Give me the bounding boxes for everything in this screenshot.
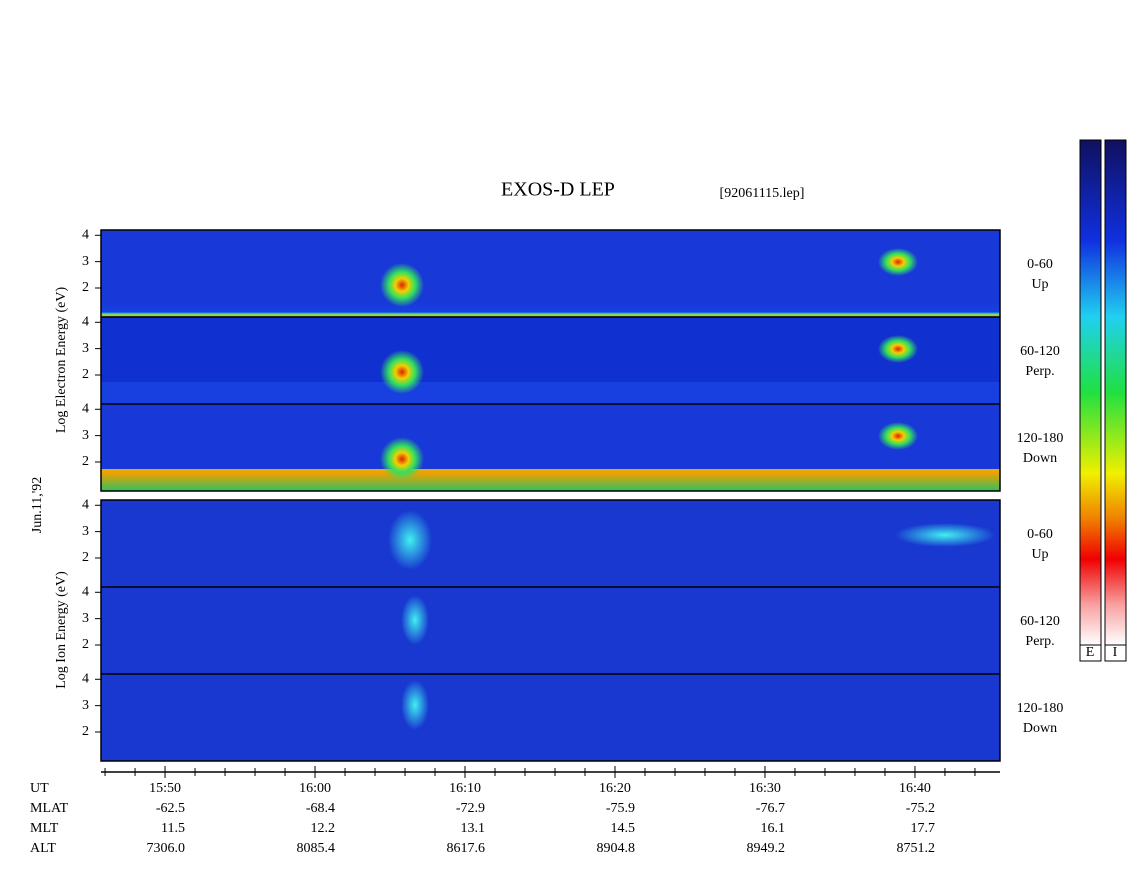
orbit-value: 8949.2 bbox=[746, 841, 785, 856]
x-tick-label: 16:20 bbox=[599, 781, 631, 796]
y-tick-label: 4 bbox=[82, 227, 89, 242]
orbit-value: 17.7 bbox=[910, 821, 935, 836]
y-tick-label: 2 bbox=[82, 724, 89, 739]
colorbar bbox=[1079, 139, 1102, 646]
spectrogram-fill bbox=[878, 248, 918, 276]
colorbar-label: E bbox=[1086, 645, 1095, 660]
y-tick-label: 2 bbox=[82, 454, 89, 469]
spectrogram-fill bbox=[401, 595, 429, 645]
spectrogram-fill bbox=[895, 523, 995, 547]
y-tick-label: 2 bbox=[82, 637, 89, 652]
panel-direction: Perp. bbox=[1025, 364, 1054, 379]
x-tick-label: 16:40 bbox=[899, 781, 931, 796]
frame bbox=[100, 499, 1001, 762]
panel-angle: 120-180 bbox=[1017, 701, 1064, 716]
orbit-value: -75.2 bbox=[906, 801, 935, 816]
y-tick-label: 4 bbox=[82, 584, 89, 599]
orbit-value: -76.7 bbox=[756, 801, 785, 816]
y-tick-label: 3 bbox=[82, 254, 89, 269]
frame bbox=[100, 229, 1001, 492]
panel-angle: 0-60 bbox=[1027, 257, 1053, 272]
y-axis-label: Log Ion Energy (eV) bbox=[54, 571, 69, 689]
y-axis-label: Log Electron Energy (eV) bbox=[54, 287, 69, 434]
panel-angle: 0-60 bbox=[1027, 527, 1053, 542]
colorbar-box bbox=[1079, 644, 1102, 662]
orbit-value: 7306.0 bbox=[147, 841, 186, 856]
y-tick-label: 4 bbox=[82, 401, 89, 416]
x-tick-label: 16:30 bbox=[749, 781, 781, 796]
panel-direction: Up bbox=[1031, 547, 1048, 562]
spectrogram-fill bbox=[401, 680, 429, 730]
spectrogram-fill bbox=[101, 300, 1000, 317]
orbit-value: 16.1 bbox=[760, 821, 785, 836]
orbit-row-name: MLT bbox=[30, 821, 59, 836]
orbit-value: -75.9 bbox=[606, 801, 635, 816]
orbit-row-name: MLAT bbox=[30, 801, 69, 816]
orbit-value: 13.1 bbox=[461, 821, 486, 836]
orbit-value: 11.5 bbox=[161, 821, 185, 836]
spectrogram-fill bbox=[878, 422, 918, 450]
y-tick-label: 3 bbox=[82, 611, 89, 626]
panel-angle: 60-120 bbox=[1020, 344, 1060, 359]
x-tick-label: 16:00 bbox=[299, 781, 331, 796]
orbit-value: -62.5 bbox=[156, 801, 185, 816]
orbit-row-name: ALT bbox=[30, 841, 56, 856]
orbit-row-name: UT bbox=[30, 781, 49, 796]
panel-direction: Down bbox=[1023, 721, 1057, 736]
y-tick-label: 2 bbox=[82, 280, 89, 295]
file-label: [92061115.lep] bbox=[720, 186, 805, 201]
y-tick-label: 4 bbox=[82, 314, 89, 329]
panel-angle: 60-120 bbox=[1020, 614, 1060, 629]
spectrogram-fill bbox=[380, 437, 424, 481]
y-tick-label: 3 bbox=[82, 341, 89, 356]
spectrogram-fill bbox=[388, 510, 432, 570]
y-tick-label: 3 bbox=[82, 428, 89, 443]
orbit-value: 14.5 bbox=[610, 821, 635, 836]
spectrogram-fill bbox=[101, 230, 1000, 300]
panel-direction: Down bbox=[1023, 451, 1057, 466]
panel-angle: 120-180 bbox=[1017, 431, 1064, 446]
spectrogram-fill bbox=[380, 350, 424, 394]
y-tick-label: 3 bbox=[82, 524, 89, 539]
date-label: Jun.11,'92 bbox=[30, 477, 45, 533]
frames bbox=[100, 229, 1001, 773]
spectrogram-fill bbox=[380, 263, 424, 307]
orbit-value: 12.2 bbox=[311, 821, 336, 836]
colorbar-label: I bbox=[1113, 645, 1118, 660]
orbit-value: 8904.8 bbox=[596, 841, 635, 856]
panel-direction: Perp. bbox=[1025, 634, 1054, 649]
colorbar bbox=[1104, 139, 1127, 646]
orbit-value: 8085.4 bbox=[297, 841, 336, 856]
y-tick-label: 3 bbox=[82, 698, 89, 713]
orbit-value: -72.9 bbox=[456, 801, 485, 816]
colorbar-box bbox=[1104, 644, 1127, 662]
y-tick-label: 2 bbox=[82, 367, 89, 382]
x-tick-label: 16:10 bbox=[449, 781, 481, 796]
x-tick-label: 15:50 bbox=[149, 781, 181, 796]
chart-title: EXOS-D LEP bbox=[501, 179, 615, 201]
spectrogram-fill bbox=[101, 404, 1000, 469]
panel-direction: Up bbox=[1031, 277, 1048, 292]
y-tick-label: 2 bbox=[82, 550, 89, 565]
spectrogram-fill bbox=[101, 500, 1000, 761]
orbit-value: 8751.2 bbox=[896, 841, 935, 856]
orbit-value: -68.4 bbox=[306, 801, 335, 816]
colorbars: E I bbox=[1079, 139, 1127, 662]
spectrogram-images bbox=[101, 230, 1000, 761]
spectrogram-fill bbox=[101, 317, 1000, 382]
y-tick-label: 4 bbox=[82, 671, 89, 686]
spectrogram-fill bbox=[878, 335, 918, 363]
y-tick-label: 4 bbox=[82, 497, 89, 512]
orbit-value: 8617.6 bbox=[447, 841, 486, 856]
